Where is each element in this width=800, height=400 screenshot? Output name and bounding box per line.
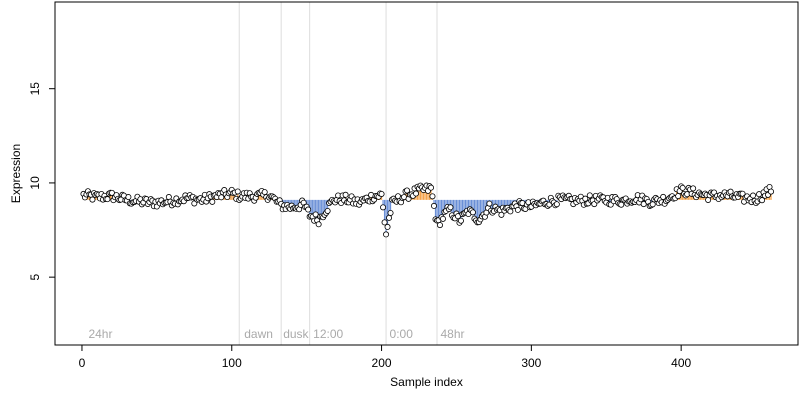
data-point (381, 219, 388, 226)
data-point (387, 209, 394, 216)
data-point (430, 202, 437, 209)
data-point (439, 215, 446, 222)
data-point (404, 187, 411, 194)
data-point (413, 190, 420, 197)
data-point (618, 201, 625, 208)
data-point (384, 223, 391, 230)
data-point (386, 214, 393, 221)
data-point (125, 194, 132, 201)
plot-frame (54, 1, 799, 346)
data-point (305, 206, 312, 213)
vertical-guide-lines (238, 2, 438, 345)
data-point (690, 185, 697, 192)
data-point (89, 196, 96, 203)
data-point (469, 209, 476, 216)
data-point (649, 201, 656, 208)
x-axis: 0 100 200 300 400 (79, 344, 691, 370)
data-point (498, 211, 505, 218)
data-point (553, 201, 560, 208)
data-point (750, 192, 757, 199)
data-point (436, 222, 443, 229)
annotation-label: 24hr (88, 327, 112, 341)
x-tick-label: 100 (222, 356, 242, 370)
x-tick-label: 200 (372, 356, 392, 370)
data-point (261, 189, 268, 196)
data-point (586, 192, 593, 199)
data-point (759, 197, 766, 204)
annotation-label: 0:00 (390, 327, 414, 341)
data-point (378, 190, 385, 197)
y-axis: 5 10 15 (28, 82, 56, 280)
x-tick-label: 0 (79, 356, 86, 370)
data-point (234, 188, 241, 195)
data-point (582, 195, 589, 202)
data-point (486, 200, 493, 207)
data-point (679, 184, 686, 191)
data-point (427, 184, 434, 191)
y-tick-label: 15 (28, 82, 42, 96)
data-point (457, 217, 464, 224)
x-tick-label: 300 (521, 356, 541, 370)
annotation-label: 48hr (440, 327, 464, 341)
data-point (660, 193, 667, 200)
data-point (380, 204, 387, 211)
y-tick-label: 5 (28, 273, 42, 280)
data-point (768, 188, 775, 195)
data-point (447, 204, 454, 211)
annotation-label: dusk (283, 327, 309, 341)
data-point (514, 206, 521, 213)
data-point (675, 193, 682, 200)
annotations: 24hr dawn dusk 12:00 0:00 48hr (88, 327, 464, 341)
x-tick-label: 400 (671, 356, 691, 370)
annotation-label: dawn (244, 327, 273, 341)
data-point (342, 191, 349, 198)
data-point (209, 198, 216, 205)
x-axis-title: Sample index (390, 375, 463, 389)
data-point (383, 231, 390, 238)
data-point (324, 207, 331, 214)
data-point (429, 193, 436, 200)
annotation-label: 12:00 (313, 327, 343, 341)
data-points (80, 182, 775, 238)
data-point (315, 221, 322, 228)
y-axis-title: Expression (9, 144, 23, 203)
y-tick-label: 10 (28, 176, 42, 190)
data-point (507, 208, 514, 215)
data-point (104, 196, 111, 203)
